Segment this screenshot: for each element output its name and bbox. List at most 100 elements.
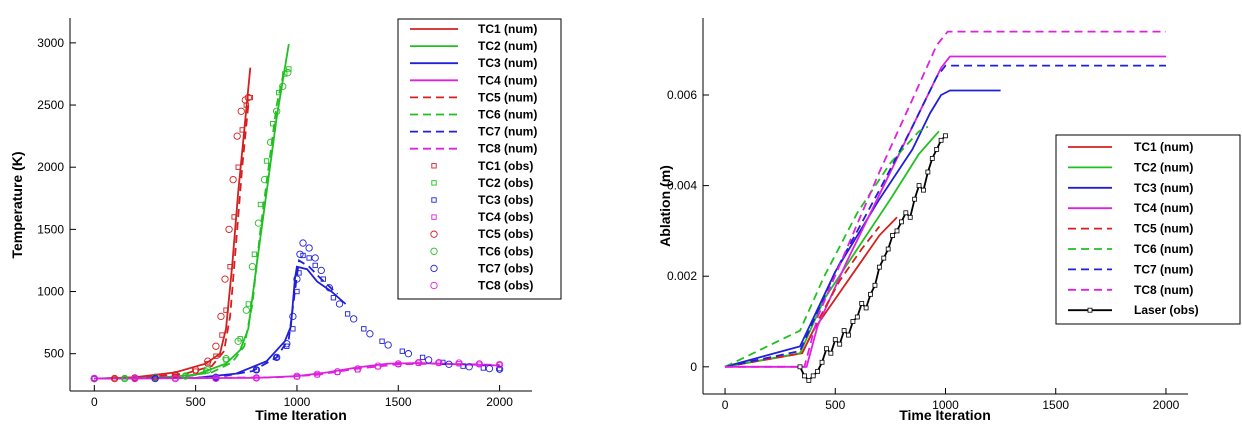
laser-marker bbox=[846, 332, 851, 338]
tc7-obs-marker bbox=[366, 330, 374, 338]
tc8-obs-marker bbox=[212, 374, 220, 382]
series-line-tc2-num bbox=[94, 43, 290, 380]
legend-label-tc5-obs: TC5 (obs) bbox=[478, 227, 533, 241]
laser-marker bbox=[912, 196, 918, 202]
tc3-obs-marker bbox=[330, 295, 337, 301]
tc2-obs-marker bbox=[257, 201, 264, 208]
tc1-obs-marker bbox=[223, 307, 229, 313]
plot-area bbox=[90, 43, 504, 383]
laser-marker bbox=[929, 156, 935, 161]
legend-label-tc6-num: TC6 (num) bbox=[1134, 242, 1193, 256]
y-tick-label: 1500 bbox=[37, 222, 64, 236]
tc5-obs-marker bbox=[191, 366, 200, 374]
x-tick-label: 1000 bbox=[932, 398, 959, 412]
legend-label-tc1-num: TC1 (num) bbox=[1134, 140, 1193, 154]
legend-label-tc3-num: TC3 (num) bbox=[478, 56, 537, 70]
tc8-obs-marker bbox=[475, 360, 483, 368]
x-tick-label: 0 bbox=[91, 395, 98, 409]
tc7-obs-marker bbox=[273, 353, 281, 362]
x-tick-label: 2000 bbox=[1153, 398, 1180, 412]
legend-label-tc5-num: TC5 (num) bbox=[1134, 222, 1193, 236]
tc3-obs-marker bbox=[419, 354, 426, 361]
series-line-tc8-num bbox=[725, 30, 1166, 368]
y-tick-label: 500 bbox=[44, 347, 64, 361]
legend: TC1 (num) TC2 (num) TC3 (num) TC4 (num) TC5 … bbox=[397, 18, 562, 300]
tc6-obs-marker bbox=[234, 337, 242, 345]
legend-label-tc6-num: TC6 (num) bbox=[478, 108, 537, 122]
y-tick-label: 2000 bbox=[37, 160, 64, 174]
tc3-obs-marker bbox=[399, 348, 405, 354]
tc3-obs-marker bbox=[294, 288, 300, 295]
tc7-obs-marker bbox=[317, 266, 325, 275]
x-tick-label: 500 bbox=[825, 398, 845, 412]
legend-label-tc5-num: TC5 (num) bbox=[478, 90, 537, 104]
legend-entries: TC1 (num) TC2 (num) TC3 (num) TC4 (num) TC5 … bbox=[1068, 140, 1199, 317]
legend-label-tc3-obs: TC3 (obs) bbox=[478, 193, 533, 207]
y-tick-label: 2500 bbox=[37, 98, 64, 112]
tc1-obs-marker bbox=[235, 164, 241, 170]
tc7-obs-marker bbox=[305, 244, 313, 252]
tc2-obs-marker bbox=[203, 368, 209, 374]
legend-box bbox=[397, 18, 562, 300]
tc7-obs-marker bbox=[151, 374, 159, 383]
y-axis-title: Temperature (K) bbox=[9, 151, 25, 258]
laser-marker bbox=[925, 169, 931, 175]
laser-marker bbox=[872, 282, 878, 288]
laser-marker bbox=[868, 291, 873, 297]
legend-label-tc4-num: TC4 (num) bbox=[478, 73, 537, 87]
laser-marker bbox=[903, 210, 909, 216]
laser-marker bbox=[859, 300, 865, 306]
laser-marker bbox=[885, 246, 891, 252]
laser-marker bbox=[916, 183, 922, 189]
tc6-obs-marker bbox=[181, 372, 190, 380]
legend-label-tc6-obs: TC6 (obs) bbox=[478, 244, 533, 258]
tc7-obs-marker bbox=[335, 300, 344, 308]
series-line-tc5-num bbox=[94, 104, 250, 380]
legend-swatch-tc6-obs bbox=[430, 247, 438, 255]
tc2-obs-marker bbox=[286, 66, 292, 72]
legend-label-laser-obs: Laser (obs) bbox=[1134, 303, 1199, 317]
tc5-obs-marker bbox=[233, 132, 241, 140]
tc3-obs-marker bbox=[296, 270, 302, 276]
tc7-obs-marker bbox=[404, 350, 413, 358]
laser-marker bbox=[802, 373, 807, 379]
tc3-obs-marker bbox=[312, 262, 318, 269]
tc6-obs-marker bbox=[121, 374, 129, 383]
tc2-obs-marker bbox=[182, 373, 189, 379]
laser-marker bbox=[819, 359, 825, 365]
legend-entries: TC1 (num) TC2 (num) TC3 (num) TC4 (num) TC5 … bbox=[410, 22, 537, 293]
tc7-obs-marker bbox=[425, 356, 433, 364]
tc8-obs-marker bbox=[394, 360, 402, 368]
tc6-obs-marker bbox=[254, 219, 263, 227]
tc6-obs-marker bbox=[222, 355, 230, 363]
tc7-obs-marker bbox=[289, 312, 297, 321]
x-axis-title: Time Iteration bbox=[899, 407, 991, 423]
tc4-obs-marker bbox=[436, 360, 442, 366]
tc1-obs-marker bbox=[219, 332, 225, 338]
tc4-obs-marker bbox=[496, 362, 503, 368]
tc5-obs-marker bbox=[229, 175, 237, 184]
legend-label-tc7-num: TC7 (num) bbox=[1134, 262, 1193, 276]
tc4-obs-marker bbox=[476, 361, 482, 367]
series-line-tc3-num bbox=[94, 265, 347, 380]
tc6-obs-marker bbox=[284, 69, 292, 77]
x-axis-title: Time Iteration bbox=[255, 407, 347, 423]
laser-marker bbox=[921, 187, 926, 193]
tc1-obs-marker bbox=[213, 353, 219, 359]
tc1-obs-marker bbox=[227, 264, 233, 270]
laser-marker bbox=[854, 314, 860, 320]
tc2-obs-marker bbox=[251, 251, 258, 257]
legend-label-tc2-num: TC2 (num) bbox=[1134, 160, 1193, 174]
y-tick-label: 1000 bbox=[37, 285, 64, 299]
tc3-obs-marker bbox=[320, 276, 326, 282]
legend-swatch-tc7-obs bbox=[430, 264, 438, 273]
tc4-obs-marker bbox=[253, 375, 260, 381]
tc4-obs-marker bbox=[415, 360, 422, 366]
tc5-obs-marker bbox=[171, 371, 180, 379]
laser-marker bbox=[837, 341, 843, 347]
tc4-obs-marker bbox=[395, 361, 401, 367]
tc7-obs-marker bbox=[293, 275, 301, 283]
y-tick-label: 0.002 bbox=[667, 269, 697, 283]
laser-marker bbox=[881, 255, 887, 261]
